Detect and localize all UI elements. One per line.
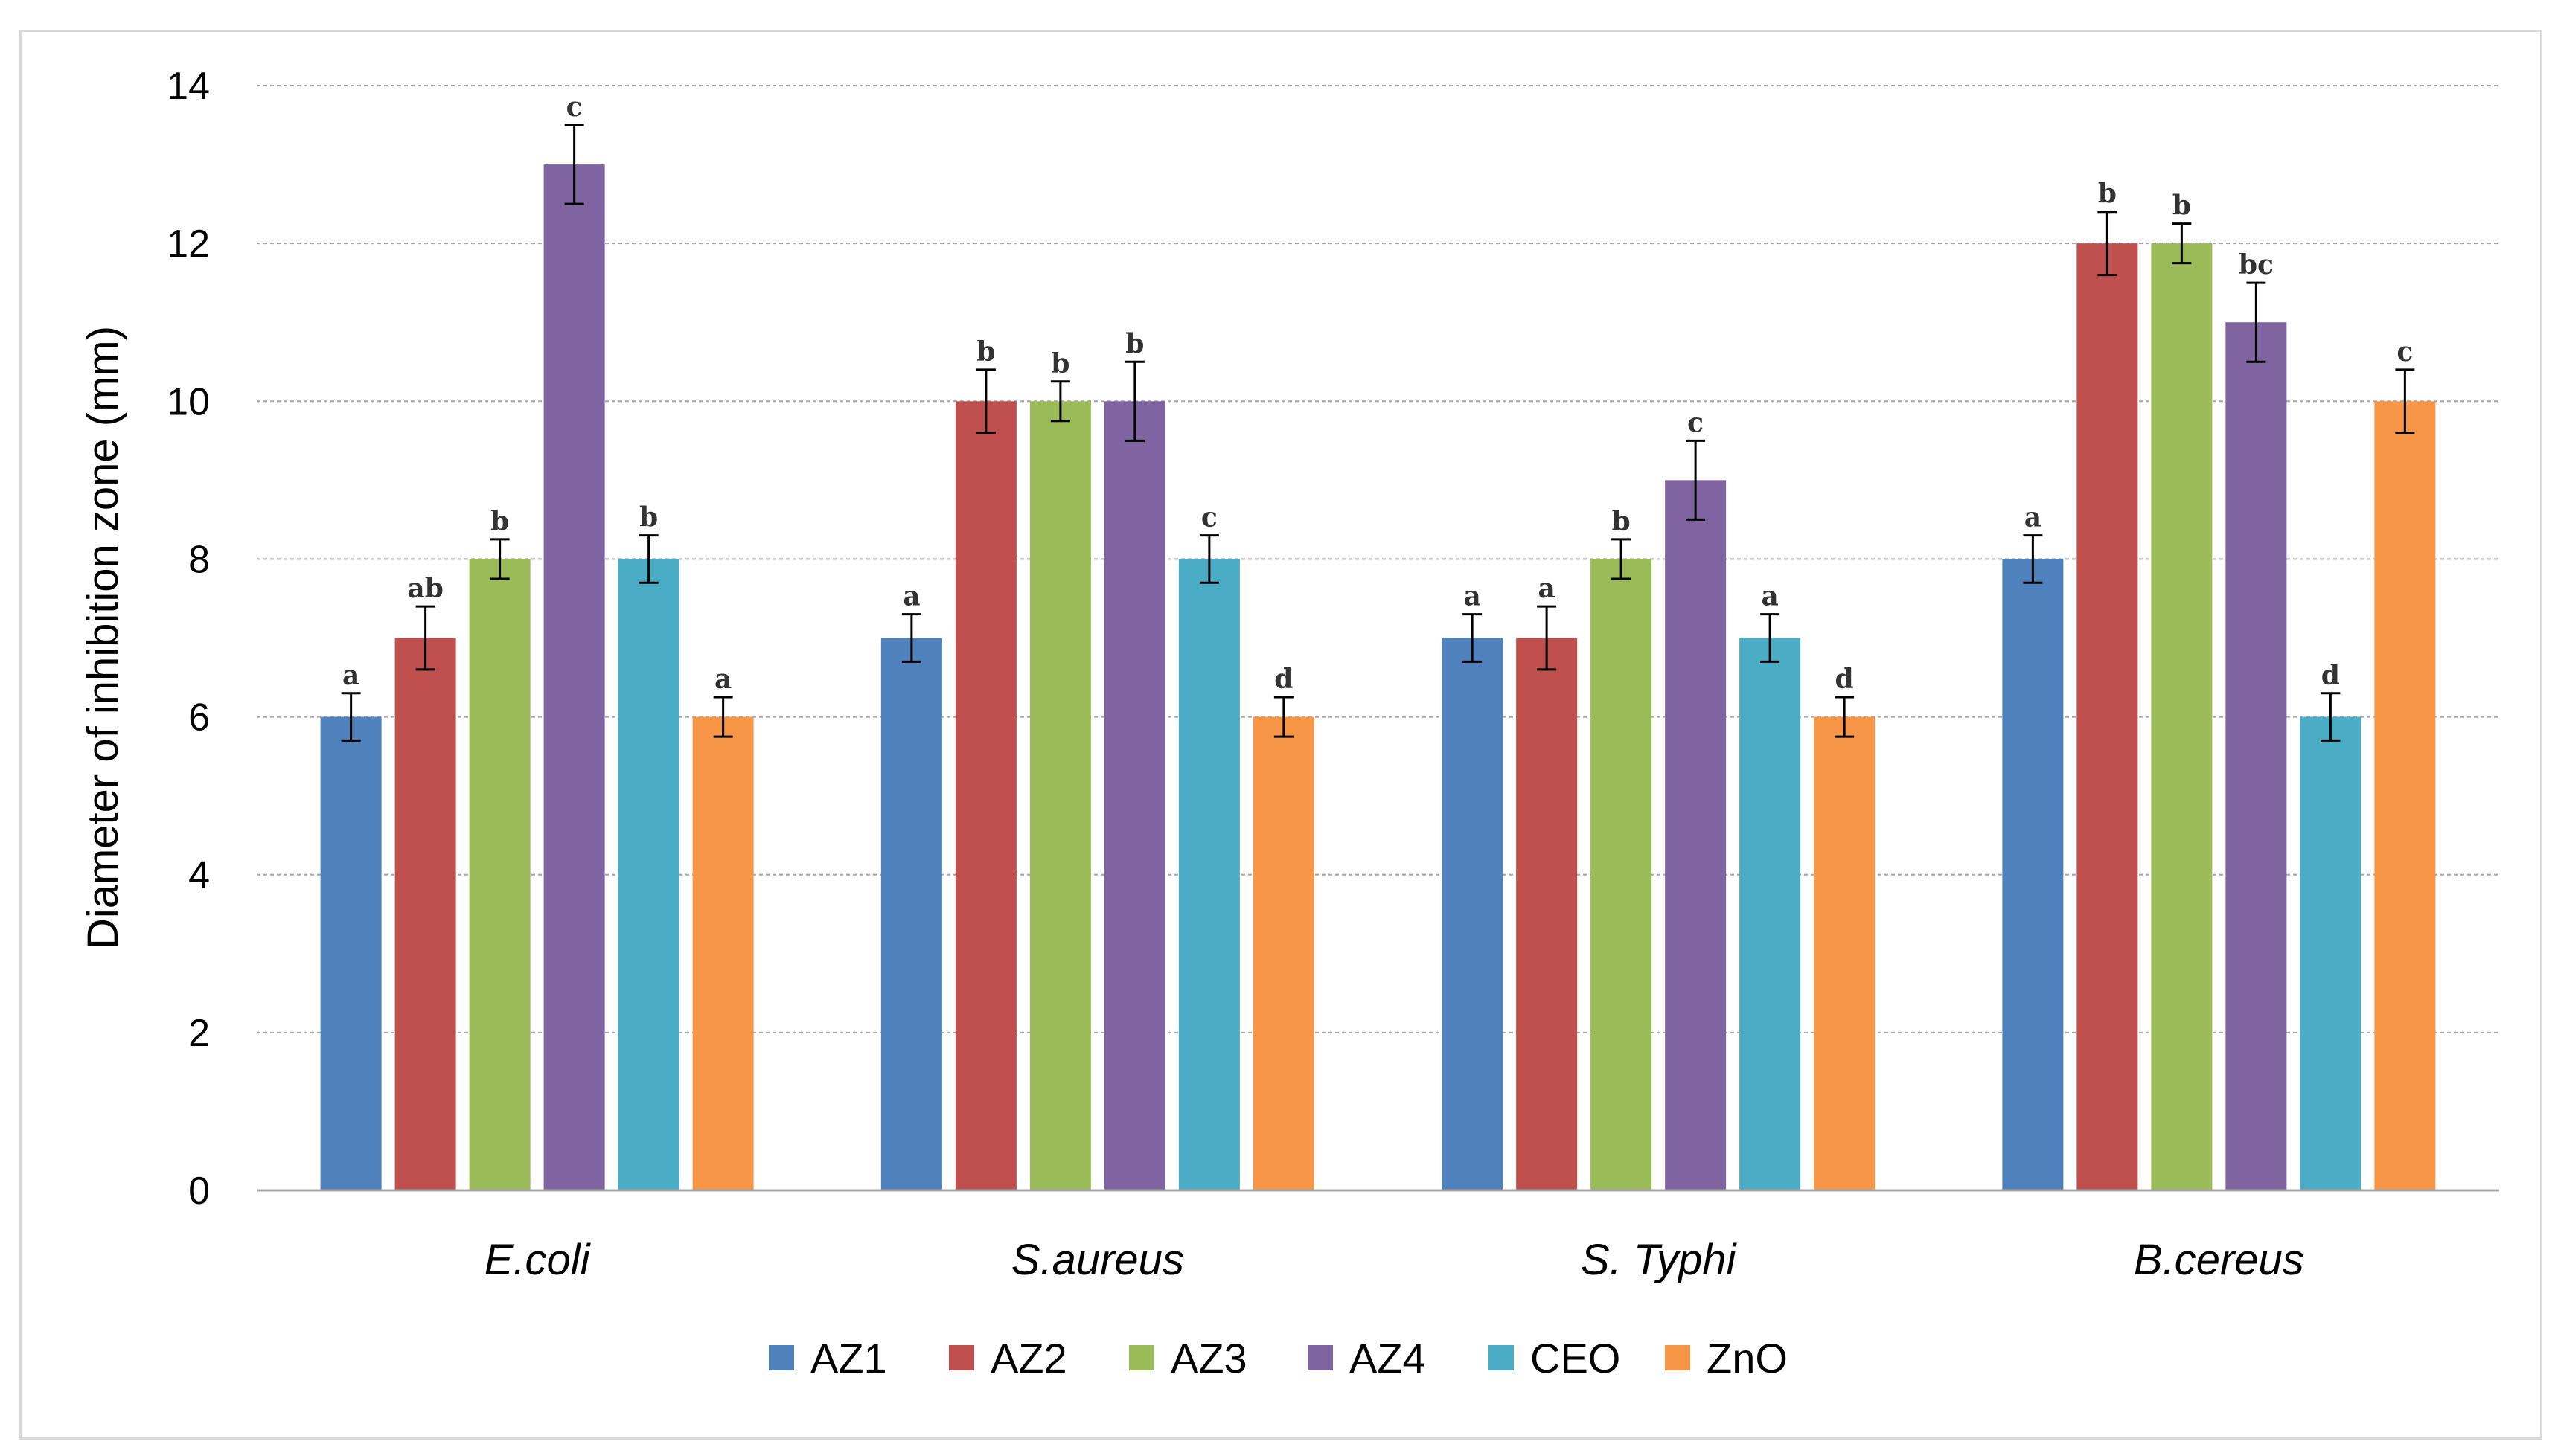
bars (320, 164, 2436, 1191)
bar (618, 559, 679, 1190)
significance-letter: d (1274, 664, 1293, 695)
bar (2002, 559, 2064, 1190)
significance-letter: a (2024, 502, 2041, 533)
legend-label: ZnO (1707, 1335, 1788, 1382)
y-tick-label: 12 (167, 222, 210, 266)
bar (1253, 716, 1314, 1190)
significance-letter: a (903, 581, 920, 612)
legend-label: CEO (1530, 1335, 1620, 1382)
bar (1516, 638, 1578, 1190)
bar (1590, 559, 1652, 1190)
significance-letter: d (2321, 660, 2340, 691)
legend-swatch (1665, 1345, 1690, 1370)
significance-letter: c (1201, 502, 1218, 533)
bar (394, 638, 456, 1190)
bar (880, 638, 942, 1190)
bar (543, 164, 605, 1191)
legend-label: AZ1 (810, 1335, 887, 1382)
significance-letter: b (2098, 179, 2117, 210)
legend-swatch (769, 1345, 794, 1370)
bar (1029, 401, 1091, 1191)
bar (469, 559, 531, 1190)
gridlines (257, 85, 2499, 1033)
bar (1739, 638, 1801, 1190)
bar (692, 716, 754, 1190)
y-tick-label: 4 (188, 854, 210, 897)
bar (2300, 716, 2361, 1190)
legend-swatch (1129, 1345, 1154, 1370)
legend-label: AZ3 (1171, 1335, 1247, 1382)
legend: AZ1 AZ2 AZ3 AZ4 CEO ZnO (769, 1335, 1788, 1382)
significance-letter: a (342, 660, 359, 691)
significance-letter: b (1612, 506, 1631, 537)
significance-letter: bc (2239, 249, 2274, 280)
significance-letter: b (1051, 348, 1069, 379)
significance-letter: d (1835, 664, 1854, 695)
significance-letter: c (1687, 407, 1704, 438)
significance-letter: b (976, 336, 995, 368)
bar (1442, 638, 1503, 1190)
y-tick-label: 6 (188, 696, 210, 740)
bar (1814, 716, 1876, 1190)
legend-label: AZ2 (991, 1335, 1067, 1382)
significance-letter: a (1761, 581, 1778, 612)
bar (1178, 559, 1240, 1190)
significance-letter: b (639, 502, 658, 533)
bar (1665, 480, 1727, 1190)
x-category-label: E.coli (485, 1236, 592, 1284)
significance-letter: a (1463, 581, 1480, 612)
significance-letter: c (566, 92, 583, 123)
y-tick-label: 0 (188, 1170, 210, 1213)
significance-letter: b (2172, 190, 2191, 222)
x-category-label: S.aureus (1011, 1236, 1184, 1284)
significance-letter: b (490, 506, 509, 537)
x-category-label: S. Typhi (1581, 1236, 1738, 1284)
significance-letter: ab (407, 573, 444, 604)
y-axis-ticks: 0 2 4 6 8 10 12 14 (167, 65, 210, 1213)
significance-letter: a (1538, 573, 1555, 604)
y-tick-label: 2 (188, 1012, 210, 1055)
y-tick-label: 14 (167, 65, 210, 108)
legend-swatch (949, 1345, 974, 1370)
bar (2225, 322, 2287, 1190)
bar (2374, 401, 2436, 1191)
y-tick-label: 8 (188, 538, 210, 581)
bar (1104, 401, 1165, 1191)
error-bars (341, 124, 2415, 742)
bar (2151, 243, 2213, 1191)
significance-letter: c (2396, 336, 2413, 368)
y-tick-label: 10 (167, 380, 210, 423)
significance-letter: a (714, 664, 732, 695)
bar (320, 716, 382, 1190)
x-category-label: B.cereus (2134, 1236, 2304, 1284)
legend-swatch (1488, 1345, 1514, 1370)
y-axis-label: Diameter of inhibition zone (mm) (79, 326, 127, 949)
legend-label: AZ4 (1349, 1335, 1426, 1382)
legend-swatch (1308, 1345, 1333, 1370)
bar (955, 401, 1017, 1191)
x-axis-categories: E.coli S.aureus S. Typhi B.cereus (485, 1236, 2304, 1284)
bar (2076, 243, 2138, 1191)
significance-letter: b (1125, 328, 1144, 359)
